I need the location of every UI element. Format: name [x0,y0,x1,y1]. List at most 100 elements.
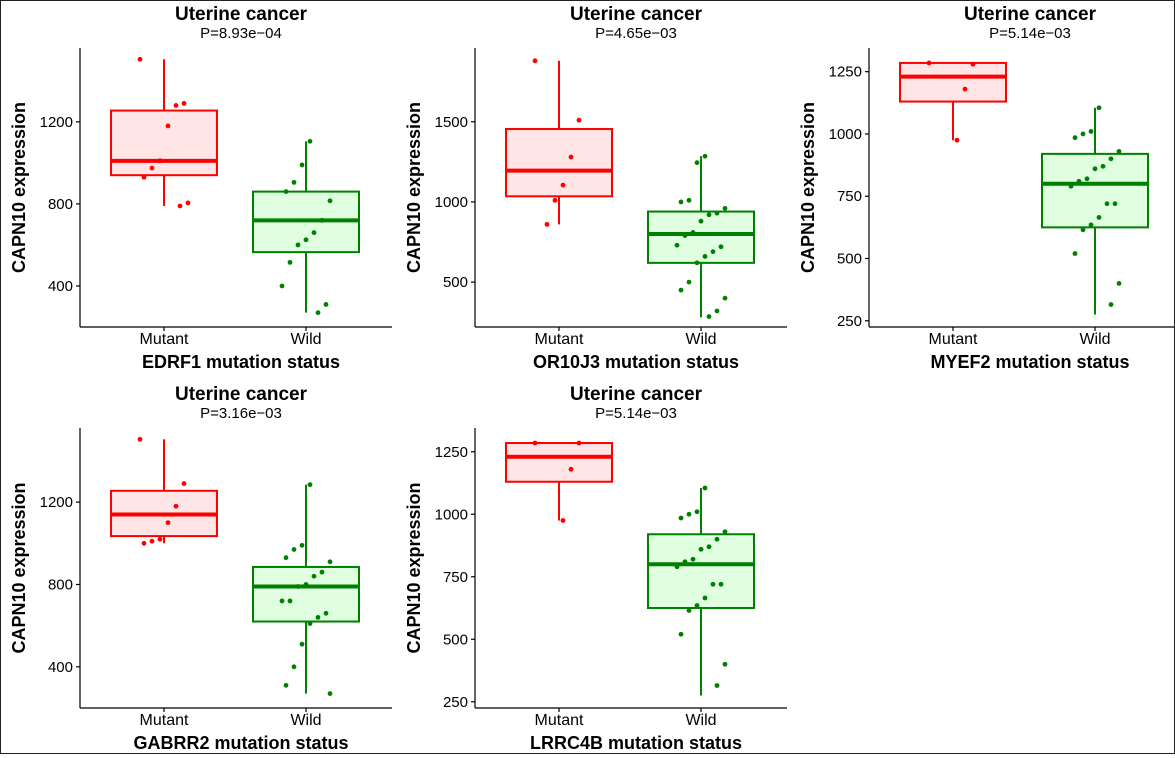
data-point [1088,129,1094,134]
data-point [303,582,309,587]
data-point [702,254,708,259]
data-point [560,518,566,523]
data-point [568,466,574,472]
data-point [674,242,680,248]
box-wild [252,482,360,696]
chart-title: Uterine cancer [175,4,308,25]
x-tick-label: Wild [685,712,716,729]
data-point [279,283,285,289]
data-point [682,559,688,565]
data-point [1080,227,1086,233]
box-mutant [505,58,613,227]
y-tick-label: 1200 [40,494,73,511]
y-tick-label: 250 [837,313,862,330]
data-point [165,520,171,526]
x-tick-label: Wild [1079,331,1110,348]
box-mutant [505,440,613,523]
data-point [299,162,305,168]
data-point [177,203,183,209]
data-point [702,153,708,159]
data-point [149,538,155,544]
data-point [137,56,143,62]
data-point [1092,166,1098,172]
data-point [532,58,538,64]
data-point [315,310,321,316]
p-value-label: P=8.93e−04 [200,25,282,42]
data-point [303,237,309,243]
data-point [568,154,574,160]
data-point [287,598,293,604]
data-point [722,661,728,667]
p-value-label: P=3.16e−03 [200,405,282,422]
data-point [311,230,317,236]
x-axis-label: LRRC4B mutation status [530,733,742,753]
box-mutant [110,56,218,209]
data-point [718,581,724,587]
box-mutant [110,436,218,546]
data-point [682,233,688,239]
data-point [1116,281,1122,286]
data-point [698,218,704,224]
y-tick-label: 1200 [40,114,73,131]
data-point [141,540,147,546]
data-point [291,547,297,552]
box-iqr [505,442,613,483]
data-point [315,615,321,620]
box-wild [647,485,755,696]
data-point [1080,131,1086,137]
data-point [291,179,297,185]
data-point [1096,105,1102,111]
data-point [552,197,558,203]
data-point [926,60,932,66]
data-point [686,279,692,285]
data-point [678,287,684,293]
y-axis-label: CAPN10 expression [404,102,424,273]
data-point [694,603,700,608]
x-axis-label: GABRR2 mutation status [133,733,348,753]
data-point [702,485,708,491]
data-point [694,509,700,515]
data-point [181,100,187,106]
y-tick-label: 750 [443,569,468,586]
data-point [576,440,582,446]
chart-title: Uterine cancer [570,4,703,25]
p-value-label: P=5.14e−03 [989,25,1071,42]
data-point [718,244,724,250]
x-tick-label: Mutant [535,712,584,729]
data-point [173,103,179,108]
data-point [1072,135,1078,141]
data-point [307,621,313,626]
data-point [311,573,317,579]
y-tick-label: 1000 [829,126,862,143]
data-point [173,503,179,509]
data-point [1108,156,1114,162]
data-point [1112,201,1118,207]
data-point [962,86,968,92]
data-point [327,691,333,696]
y-tick-label: 1250 [435,444,468,461]
box-iqr [899,61,1007,103]
data-point [706,212,712,218]
p-value-label: P=4.65e−03 [595,25,677,42]
data-point [149,165,155,171]
p-value-label: P=5.14e−03 [595,405,677,422]
box-iqr [252,565,360,623]
data-point [714,308,720,314]
x-axis-label: EDRF1 mutation status [142,352,340,372]
data-point [686,608,692,613]
chart-title: Uterine cancer [175,384,308,405]
y-tick-label: 400 [48,278,73,295]
data-point [283,189,289,195]
data-point [157,158,163,164]
x-axis-label: MYEF2 mutation status [930,352,1129,372]
x-tick-label: Wild [290,712,321,729]
data-point [181,481,187,486]
x-tick-label: Wild [685,331,716,348]
y-tick-label: 1500 [435,114,468,131]
x-tick-label: Mutant [929,331,978,348]
data-point [283,682,289,688]
